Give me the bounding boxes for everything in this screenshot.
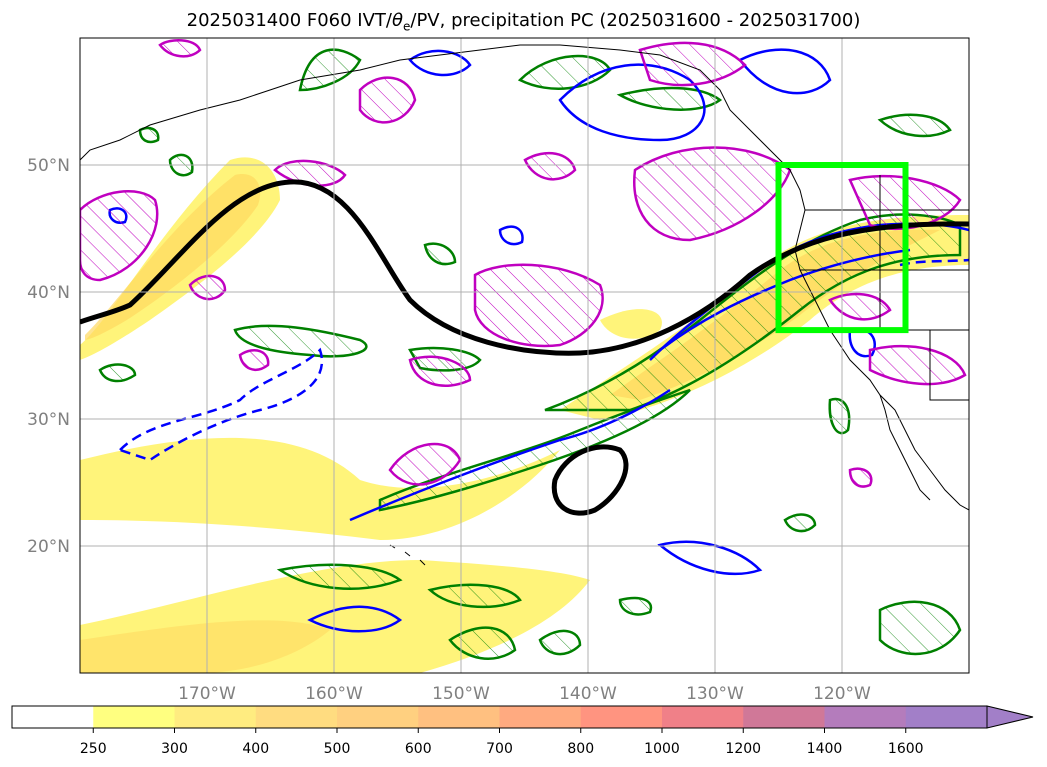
colorbar-label: 1000 <box>644 741 680 757</box>
pv-contour <box>657 540 763 576</box>
pv-contour-dashed <box>117 347 324 462</box>
state-borders <box>800 175 969 401</box>
colorbar-label: 1200 <box>725 741 761 757</box>
lat-label: 50°N <box>27 156 70 176</box>
colorbar-swatch <box>905 706 988 728</box>
longitude-labels: 170°W 160°W 150°W 140°W 130°W 120°W <box>178 684 871 704</box>
precip-area <box>878 600 962 656</box>
precip-area <box>98 363 137 383</box>
title-prefix: 2025031400 F060 IVT/ <box>186 10 392 31</box>
precip-area <box>877 113 952 138</box>
pv-contour <box>349 388 671 522</box>
lon-label: 150°W <box>432 684 490 704</box>
lon-label: 160°W <box>305 684 363 704</box>
colorbar-swatch <box>743 706 825 728</box>
pv-contour <box>659 248 911 352</box>
hatched-area <box>388 442 462 486</box>
colorbar-swatch <box>580 706 663 728</box>
colorbar-label: 500 <box>324 741 351 757</box>
hatched-area <box>473 263 604 348</box>
hatched-area <box>238 349 270 371</box>
ivt-band-south <box>80 437 560 540</box>
colorbar-label: 600 <box>405 741 432 757</box>
theta-contours <box>80 179 969 516</box>
precip-area <box>378 388 691 512</box>
lon-label: 170°W <box>178 684 236 704</box>
target-region-box <box>775 162 909 334</box>
hatched-area <box>408 355 472 387</box>
colorbar-swatch <box>255 706 338 728</box>
lat-label: 40°N <box>27 283 70 303</box>
pv-contour <box>558 63 706 142</box>
colorbar-swatch <box>337 706 419 728</box>
colorbar-swatch <box>418 706 500 728</box>
coastline-alaska <box>80 44 791 171</box>
lat-label: 20°N <box>27 537 70 557</box>
pv-contour <box>738 48 832 95</box>
hatched-area <box>633 146 792 242</box>
map-background <box>80 38 969 673</box>
ivt-patch-mid <box>600 309 662 339</box>
precip-area <box>448 626 517 660</box>
hatched-area <box>848 467 873 488</box>
precip-area <box>298 48 362 92</box>
colorbar-swatch <box>662 706 744 728</box>
coastline-baja <box>879 394 931 501</box>
pv-contour <box>307 605 403 633</box>
colorbar-label: 800 <box>567 741 594 757</box>
lon-label: 120°W <box>813 684 871 704</box>
map-frame <box>79 37 970 674</box>
colorbar-label: 300 <box>161 741 188 757</box>
hatched-area <box>80 190 159 282</box>
colorbar-label: 400 <box>242 741 269 757</box>
chart-title: 2025031400 F060 IVT/θe/PV, precipitation… <box>0 10 1047 34</box>
hatched-area <box>828 292 892 321</box>
colorbar: 250 300 400 500 600 700 800 1000 1200 1400 1600 <box>11 705 1034 757</box>
colorbar-swatch <box>174 706 257 728</box>
precip-area <box>618 596 653 616</box>
lat-label: 30°N <box>27 410 70 430</box>
lon-label: 130°W <box>686 684 744 704</box>
lon-label: 140°W <box>559 684 617 704</box>
precip-area <box>276 563 403 590</box>
pv-contour <box>498 225 524 246</box>
hatched-area <box>868 344 967 386</box>
colorbar-label: 250 <box>80 741 107 757</box>
precip-area <box>427 583 522 609</box>
colorbar-swatch <box>93 706 175 728</box>
title-suffix: /PV, precipitation PC (2025031600 - 2025… <box>410 10 861 31</box>
title-subscript: e <box>403 19 411 34</box>
precip-area <box>538 629 582 656</box>
theta-contour-closed <box>551 444 629 516</box>
colorbar-label: 700 <box>486 741 513 757</box>
colorbar-label: 1600 <box>888 741 924 757</box>
hatched-area <box>358 76 417 124</box>
title-theta: θ <box>391 10 403 31</box>
hatched-area <box>638 41 747 87</box>
coastline-north-america <box>789 169 969 511</box>
hatched-area <box>523 152 577 181</box>
colorbar-swatch <box>499 706 582 728</box>
colorbar-extend-arrow <box>986 705 1034 729</box>
colorbar-swatch <box>12 706 94 728</box>
colorbar-swatch <box>824 706 907 728</box>
colorbar-label: 1400 <box>807 741 843 757</box>
map-layers <box>80 39 969 673</box>
pv-contour <box>408 49 472 77</box>
precip-area <box>616 86 723 111</box>
precip-area <box>233 324 368 358</box>
theta-contour <box>80 179 969 356</box>
hatched-area <box>158 39 202 58</box>
latitude-labels: 20°N 30°N 40°N 50°N <box>27 156 70 557</box>
precip-area <box>423 242 457 266</box>
ivt-band-tropics-core <box>80 620 330 673</box>
precip-area <box>138 126 160 144</box>
coastlines <box>80 44 969 566</box>
precip-area <box>783 513 817 533</box>
